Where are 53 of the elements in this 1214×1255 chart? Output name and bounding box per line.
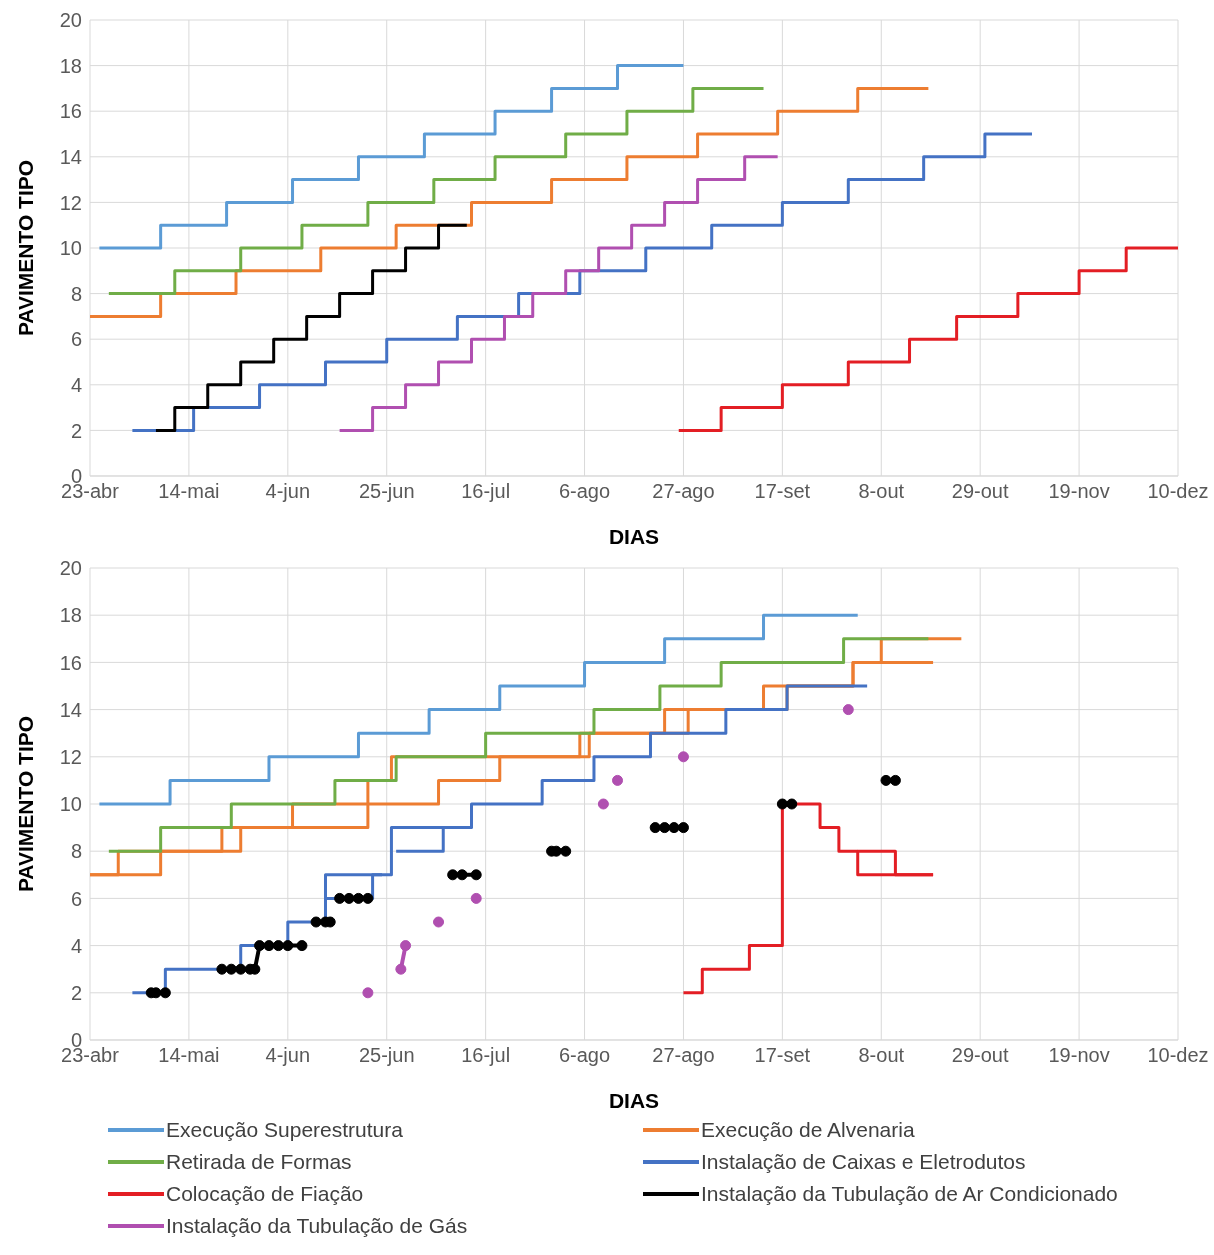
y-tick-label: 16: [59, 100, 82, 123]
y-tick-label: 14: [59, 145, 82, 168]
x-tick-label: 29-out: [951, 1044, 1009, 1067]
y-tick-label: 20: [59, 9, 82, 32]
y-tick-label: 12: [59, 191, 82, 214]
x-tick-label: 19-nov: [1048, 480, 1110, 503]
x-tick-label: 29-out: [951, 480, 1009, 503]
x-tick-label: 25-jun: [358, 1044, 415, 1067]
x-tick-label: 14-mai: [158, 1044, 220, 1067]
legend-label: Execução de Alvenaria: [701, 1118, 915, 1142]
x-tick-label: 6-ago: [558, 480, 611, 503]
y-axis-title: PAVIMENTO TIPO: [14, 159, 38, 337]
y-tick-label: 10: [59, 237, 82, 260]
y-tick-label: 8: [70, 840, 82, 863]
x-tick-label: 25-jun: [358, 480, 415, 503]
x-tick-label: 14-mai: [158, 480, 220, 503]
y-tick-label: 4: [70, 934, 82, 957]
x-axis-title: DIAS: [608, 525, 660, 548]
y-tick-label: 6: [70, 887, 82, 910]
x-tick-label: 4-jun: [265, 1044, 311, 1067]
y-tick-label: 6: [70, 328, 82, 351]
legend-label: Instalação da Tubulação de Gás: [166, 1214, 468, 1238]
x-tick-label: 4-jun: [265, 480, 311, 503]
y-axis-title: PAVIMENTO TIPO: [14, 715, 38, 893]
x-tick-label: 10-dez: [1147, 480, 1209, 503]
x-tick-label: 6-ago: [558, 1044, 611, 1067]
legend-label: Instalação de Caixas e Eletrodutos: [701, 1150, 1026, 1174]
x-axis-title: DIAS: [608, 1089, 660, 1112]
x-tick-label: 17-set: [754, 1044, 811, 1067]
x-tick-label: 10-dez: [1147, 1044, 1209, 1067]
x-tick-label: 17-set: [754, 480, 811, 503]
legend-label: Retirada de Formas: [166, 1150, 352, 1174]
y-tick-label: 20: [59, 557, 82, 580]
y-tick-label: 10: [59, 793, 82, 816]
x-tick-label: 8-out: [858, 1044, 905, 1067]
y-tick-label: 14: [59, 698, 82, 721]
y-tick-label: 16: [59, 651, 82, 674]
x-tick-label: 16-jul: [461, 480, 511, 503]
y-tick-label: 2: [70, 419, 82, 442]
x-tick-label: 27-ago: [652, 1044, 715, 1067]
y-tick-label: 12: [59, 745, 82, 768]
legend-label: Colocação de Fiação: [166, 1182, 364, 1206]
x-tick-label: 27-ago: [652, 480, 715, 503]
legend-label: Execução Superestrutura: [166, 1118, 403, 1142]
x-tick-label: 16-jul: [461, 1044, 511, 1067]
y-tick-label: 8: [70, 282, 82, 305]
x-tick-label: 8-out: [858, 480, 905, 503]
y-tick-label: 4: [70, 373, 82, 396]
y-tick-label: 2: [70, 981, 82, 1004]
legend-label: Instalação da Tubulação de Ar Condicionado: [701, 1182, 1118, 1206]
y-tick-label: 18: [59, 604, 82, 627]
x-tick-label: 19-nov: [1048, 1044, 1110, 1067]
y-tick-label: 18: [59, 54, 82, 77]
